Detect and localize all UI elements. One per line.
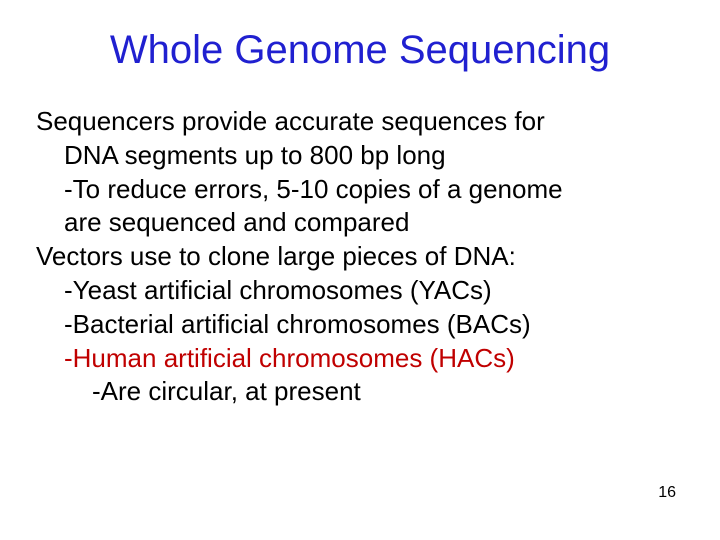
body-line-3: -To reduce errors, 5-10 copies of a geno… (64, 173, 684, 207)
body-line-5: Vectors use to clone large pieces of DNA… (36, 240, 684, 274)
body-line-2: DNA segments up to 800 bp long (64, 139, 684, 173)
body-line-7: -Bacterial artificial chromosomes (BACs) (64, 308, 684, 342)
slide-title-container: Whole Genome Sequencing (36, 28, 684, 73)
body-line-1: Sequencers provide accurate sequences fo… (36, 105, 684, 139)
body-line-4: are sequenced and compared (64, 206, 684, 240)
slide: Whole Genome Sequencing Sequencers provi… (0, 0, 720, 540)
slide-body: Sequencers provide accurate sequences fo… (36, 105, 684, 409)
body-line-9: -Are circular, at present (92, 375, 684, 409)
page-number: 16 (658, 484, 676, 502)
body-line-8-accent: -Human artificial chromosomes (HACs) (64, 342, 684, 376)
body-line-6: -Yeast artificial chromosomes (YACs) (64, 274, 684, 308)
slide-title: Whole Genome Sequencing (110, 28, 610, 72)
